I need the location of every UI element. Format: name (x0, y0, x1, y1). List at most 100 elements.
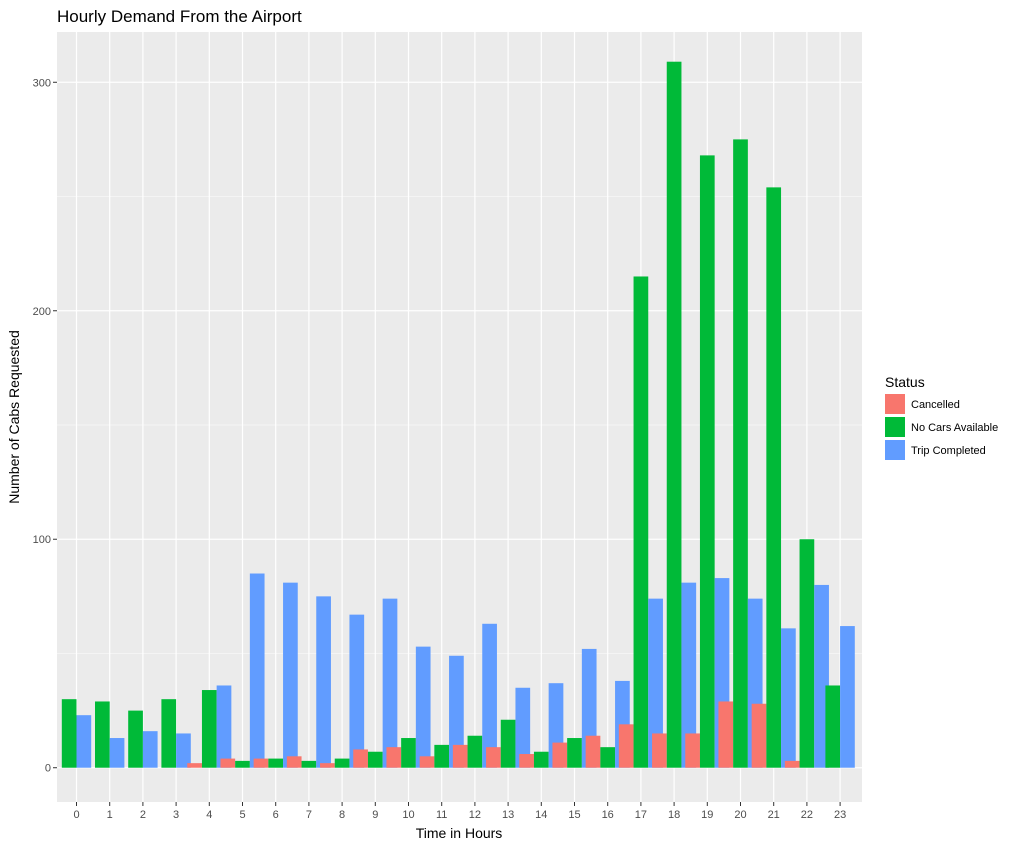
x-axis: 0 1 2 3 4 5 6 7 8 9 10 11 12 13 14 15 16 17 18 19 20 21 22 23 (73, 802, 846, 821)
legend-key-trip-completed (885, 440, 905, 460)
bar-no-cars-available-hour-10 (401, 738, 416, 768)
bar-no-cars-available-hour-17 (633, 276, 649, 768)
bar-trip-completed-hour-10 (415, 646, 431, 768)
bar-trip-completed-hour-7 (316, 596, 331, 768)
bars (61, 61, 855, 768)
x-tick-label: 5 (239, 809, 245, 821)
bar-cancelled-hour-18 (652, 733, 667, 768)
y-tick-label: 100 (33, 534, 51, 546)
x-tick-label: 14 (535, 809, 547, 821)
bar-cancelled-hour-20 (718, 701, 734, 768)
x-tick-label: 22 (801, 809, 813, 821)
bar-no-cars-available-hour-23 (825, 685, 841, 768)
bar-trip-completed-hour-17 (648, 598, 663, 768)
bar-trip-completed-hour-23 (840, 626, 855, 768)
x-tick-label: 2 (140, 809, 146, 821)
x-tick-label: 3 (173, 809, 179, 821)
bar-no-cars-available-hour-7 (301, 760, 317, 768)
bar-cancelled-hour-10 (386, 747, 402, 768)
bar-cancelled-hour-7 (286, 756, 302, 768)
bar-cancelled-hour-17 (618, 724, 634, 768)
x-tick-label: 1 (107, 809, 113, 821)
bar-trip-completed-hour-21 (781, 628, 796, 768)
bar-cancelled-hour-5 (220, 758, 236, 768)
y-axis: 0 100 200 300 (33, 77, 57, 775)
bar-trip-completed-hour-6 (283, 582, 298, 768)
bar-cancelled-hour-8 (320, 763, 335, 768)
bar-cancelled-hour-9 (353, 749, 368, 768)
bar-no-cars-available-hour-0 (61, 699, 77, 768)
bar-cancelled-hour-12 (452, 744, 468, 768)
bar-no-cars-available-hour-13 (500, 719, 516, 768)
bar-trip-completed-hour-22 (814, 584, 829, 768)
x-tick-label: 16 (602, 809, 614, 821)
x-tick-label: 12 (469, 809, 481, 821)
bar-no-cars-available-hour-1 (95, 701, 110, 768)
x-tick-label: 13 (502, 809, 514, 821)
legend-title: Status (885, 374, 925, 390)
bar-cancelled-hour-22 (784, 760, 800, 768)
bar-no-cars-available-hour-6 (268, 758, 284, 768)
x-axis-title: Time in Hours (416, 825, 503, 841)
bar-trip-completed-hour-9 (382, 598, 398, 768)
bar-no-cars-available-hour-19 (699, 155, 715, 768)
legend-label: Cancelled (911, 399, 960, 411)
x-tick-label: 15 (568, 809, 580, 821)
x-tick-label: 21 (768, 809, 780, 821)
bar-trip-completed-hour-0 (76, 715, 92, 768)
bar-trip-completed-hour-8 (349, 614, 365, 768)
x-tick-label: 17 (635, 809, 647, 821)
x-tick-label: 8 (339, 809, 345, 821)
legend: Status Cancelled No Cars Available Trip Co… (885, 374, 998, 460)
y-tick-label: 300 (33, 77, 51, 89)
bar-cancelled-hour-21 (751, 703, 767, 768)
y-axis-title: Number of Cabs Requested (6, 330, 22, 504)
x-tick-label: 4 (206, 809, 212, 821)
bar-cancelled-hour-15 (552, 742, 568, 768)
bar-trip-completed-hour-3 (176, 733, 191, 768)
bar-no-cars-available-hour-14 (533, 751, 549, 768)
bar-cancelled-hour-13 (486, 747, 501, 768)
bar-no-cars-available-hour-3 (161, 699, 177, 768)
chart-title: Hourly Demand From the Airport (57, 7, 302, 26)
x-tick-label: 11 (436, 809, 447, 821)
x-tick-label: 0 (73, 809, 79, 821)
bar-no-cars-available-hour-21 (766, 187, 782, 768)
bar-cancelled-hour-19 (685, 733, 700, 768)
bar-cancelled-hour-16 (585, 735, 601, 768)
bar-no-cars-available-hour-4 (201, 690, 217, 768)
bar-trip-completed-hour-12 (482, 623, 497, 768)
bar-no-cars-available-hour-16 (600, 747, 616, 768)
x-tick-label: 18 (668, 809, 680, 821)
bar-no-cars-available-hour-5 (235, 760, 250, 768)
legend-key-no-cars-available (885, 417, 905, 437)
y-tick-label: 0 (45, 763, 51, 775)
bar-cancelled-hour-4 (187, 763, 202, 768)
bar-no-cars-available-hour-18 (666, 61, 682, 768)
bar-trip-completed-hour-5 (249, 573, 265, 768)
bar-trip-completed-hour-2 (142, 731, 158, 768)
bar-no-cars-available-hour-15 (567, 738, 582, 768)
legend-label: No Cars Available (911, 422, 998, 434)
x-tick-label: 7 (306, 809, 312, 821)
bar-cancelled-hour-11 (419, 756, 435, 768)
bar-no-cars-available-hour-12 (467, 735, 483, 768)
x-tick-label: 9 (372, 809, 378, 821)
bar-no-cars-available-hour-9 (367, 751, 383, 768)
bar-no-cars-available-hour-2 (128, 710, 143, 768)
bar-no-cars-available-hour-8 (334, 758, 350, 768)
y-tick-label: 200 (33, 306, 51, 318)
x-tick-label: 6 (273, 809, 279, 821)
bar-cancelled-hour-14 (519, 754, 534, 768)
legend-label: Trip Completed (911, 445, 986, 457)
bar-trip-completed-hour-11 (449, 655, 464, 768)
x-tick-label: 19 (701, 809, 713, 821)
bar-trip-completed-hour-18 (681, 582, 697, 768)
x-tick-label: 10 (402, 809, 414, 821)
legend-key-cancelled (885, 394, 905, 414)
bar-trip-completed-hour-13 (515, 687, 531, 768)
bar-trip-completed-hour-4 (216, 685, 232, 768)
bar-trip-completed-hour-1 (109, 738, 125, 768)
bar-cancelled-hour-6 (253, 758, 269, 768)
